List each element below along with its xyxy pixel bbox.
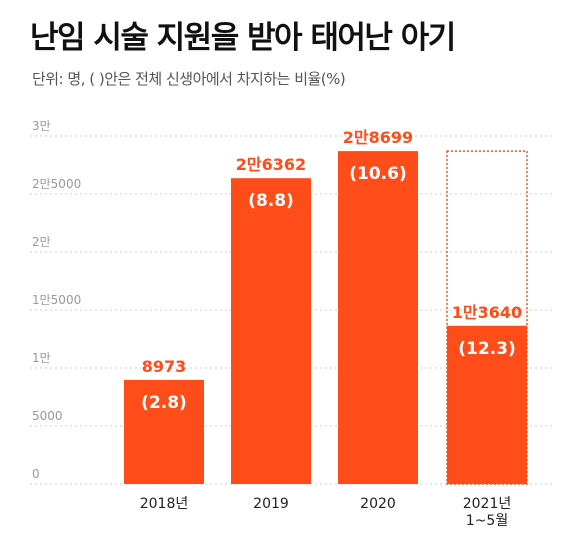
chart-subtitle: 단위: 명, ( )안은 전체 신생아에서 차지하는 비율(%) bbox=[32, 70, 346, 88]
y-tick-label: 2만 bbox=[32, 235, 51, 249]
chart-title: 난임 시술 지원을 받아 태어난 아기 bbox=[30, 20, 456, 56]
bar bbox=[231, 178, 311, 484]
y-tick-label: 0 bbox=[32, 467, 40, 481]
bar bbox=[124, 379, 204, 484]
x-tick-label: 1~5월 bbox=[466, 513, 508, 529]
bar bbox=[338, 151, 418, 484]
percent-label: (10.6) bbox=[349, 164, 406, 184]
bar bbox=[447, 325, 527, 484]
y-tick-label: 1만5000 bbox=[32, 293, 81, 307]
y-tick-label: 3만 bbox=[32, 119, 51, 133]
percent-label: (12.3) bbox=[458, 339, 515, 359]
percent-label: (2.8) bbox=[141, 393, 187, 413]
y-tick-label: 5000 bbox=[32, 409, 63, 423]
y-tick-label: 2만5000 bbox=[32, 177, 81, 191]
percent-label: (8.8) bbox=[248, 191, 294, 211]
x-tick-label: 2020 bbox=[360, 496, 396, 512]
x-tick-label: 2021년 bbox=[463, 496, 512, 512]
y-tick-label: 1만 bbox=[32, 351, 51, 365]
value-label: 1만3640 bbox=[452, 303, 522, 322]
value-label: 8973 bbox=[142, 357, 187, 376]
value-label: 2만8699 bbox=[343, 128, 413, 147]
value-label: 2만6362 bbox=[236, 155, 306, 174]
x-tick-label: 2019 bbox=[253, 496, 289, 512]
x-tick-label: 2018년 bbox=[140, 496, 189, 512]
